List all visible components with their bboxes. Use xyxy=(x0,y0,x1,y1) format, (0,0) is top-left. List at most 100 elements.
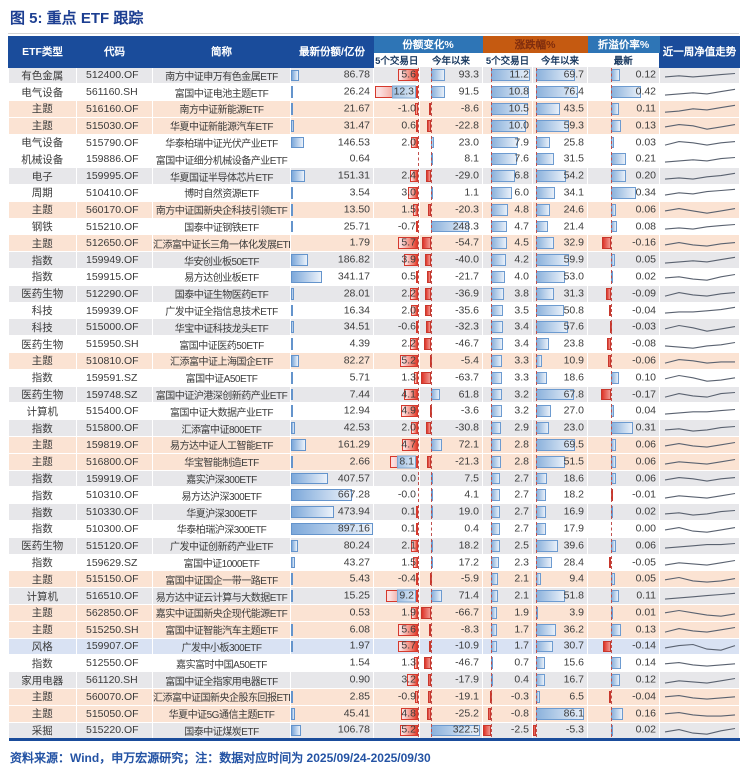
etf-name-cell: 华泰柏瑞中证光伏产业ETF xyxy=(152,134,291,152)
cell-value: 0.7 xyxy=(514,656,529,669)
source-note: 资料来源：Wind，申万宏源研究；注：数据对应时间为 2025/09/24-20… xyxy=(10,751,431,766)
cell-value: 4.5 xyxy=(514,236,529,249)
cell-value: 39.6 xyxy=(563,539,584,552)
price-change-ytd-cell: 16.7 xyxy=(532,671,588,689)
cell-value: 45.41 xyxy=(343,707,370,720)
share-change-ytd-cell: -40.0 xyxy=(419,251,483,270)
share-change-5d-cell: 1.3 xyxy=(373,369,420,387)
latest-shares-cell: 28.01 xyxy=(290,285,374,303)
premium-cell: 0.02 xyxy=(587,722,660,741)
etf-name-cell: 易方达创业板ETF xyxy=(152,268,291,286)
trend-sparkline-cell xyxy=(659,537,740,555)
table-header: ETF类型 代码 简称 最新份额/亿份 份额变化% 涨跌幅% 折溢价率% 近一周… xyxy=(8,36,740,68)
etf-type-cell: 家用电器 xyxy=(8,671,77,689)
etf-table-row: 指数 159949.OF 华安创业板50ETF 186.82 3.9 -40.0 4.2 59… xyxy=(8,251,740,270)
cell-value: 1.1 xyxy=(464,186,479,199)
share-change-ytd-cell: 7.5 xyxy=(419,470,483,488)
cell-value: 2.7 xyxy=(514,505,529,518)
cell-value: 57.6 xyxy=(563,320,584,333)
price-change-ytd-cell: 21.4 xyxy=(532,218,588,236)
premium-cell: -0.04 xyxy=(587,302,660,320)
premium-cell: 0.06 xyxy=(587,470,660,488)
etf-code-cell: 516800.OF xyxy=(76,453,153,471)
etf-type-cell: 主题 xyxy=(8,352,77,370)
etf-type-cell: 指数 xyxy=(8,470,77,488)
etf-type-cell: 医药生物 xyxy=(8,335,77,354)
etf-code-cell: 510300.OF xyxy=(76,520,153,538)
etf-code-cell: 515120.OF xyxy=(76,537,153,555)
price-change-ytd-cell: 30.7 xyxy=(532,638,588,656)
share-change-ytd-cell: 248.3 xyxy=(419,218,483,236)
cell-value: 0.10 xyxy=(635,371,656,384)
cell-value: 9.4 xyxy=(569,572,584,585)
share-change-ytd-cell: -25.2 xyxy=(419,705,483,723)
net-value-sparkline xyxy=(664,727,735,735)
premium-cell: -0.06 xyxy=(587,352,660,370)
net-value-sparkline xyxy=(664,172,735,180)
etf-type-cell: 医药生物 xyxy=(8,285,77,303)
etf-table-row: 电气设备 561160.SH 富国中证电池主题ETF 26.24 12.3 91.5 10.… xyxy=(8,83,740,102)
cell-value: 2.3 xyxy=(514,556,529,568)
net-value-sparkline xyxy=(664,241,735,247)
latest-shares-cell: 6.08 xyxy=(290,621,374,639)
etf-table-row: 有色金属 512400.OF 南方中证申万有色金属ETF 86.78 5.6 93.3 11… xyxy=(8,67,740,85)
etf-name-cell: 博时自然资源ETF xyxy=(152,184,291,202)
cell-value: 10.0 xyxy=(508,119,529,132)
premium-cell: 0.11 xyxy=(587,100,660,118)
price-change-5d-cell: -0.8 xyxy=(482,705,533,723)
etf-name-cell: 富国中证电池主题ETF xyxy=(152,83,291,102)
cell-value: 0.90 xyxy=(349,673,370,686)
cell-value: 91.5 xyxy=(458,85,479,98)
etf-name-cell: 富国中证沪港深创新药产业ETF xyxy=(152,386,291,404)
cell-value: 2.4 xyxy=(401,169,416,182)
cell-value: 86.78 xyxy=(343,68,370,81)
net-value-sparkline xyxy=(664,341,735,349)
price-change-ytd-cell: 23.0 xyxy=(532,419,588,438)
etf-type-cell: 有色金属 xyxy=(8,67,77,85)
premium-cell: 0.06 xyxy=(587,453,660,471)
premium-cell: -0.14 xyxy=(587,638,660,656)
net-value-sparkline xyxy=(664,661,735,667)
share-change-ytd-cell: -32.3 xyxy=(419,318,483,337)
cell-value: -0.16 xyxy=(632,236,656,249)
cell-value: 4.1 xyxy=(464,488,479,501)
share-change-5d-cell: 12.3 xyxy=(373,83,420,102)
cell-value: 5.7 xyxy=(401,639,416,652)
cell-value: 4.7 xyxy=(401,438,416,451)
etf-code-cell: 515950.SH xyxy=(76,335,153,354)
cell-value: 5.6 xyxy=(401,68,416,81)
price-change-5d-cell: -2.5 xyxy=(482,722,533,741)
share-change-5d-cell: 3.9 xyxy=(373,251,420,270)
price-change-ytd-cell: 18.2 xyxy=(532,486,588,505)
latest-shares-cell: 897.16 xyxy=(290,520,374,538)
price-change-ytd-cell: 43.5 xyxy=(532,100,588,118)
share-change-5d-cell: 5.7 xyxy=(373,638,420,656)
etf-table-row: 主题 512650.OF 汇添富中证长三角一体化发展ETF 1.79 5.7 -54.7 4… xyxy=(8,234,740,253)
share-change-5d-cell: 5.7 xyxy=(373,234,420,253)
price-change-ytd-cell: 59.3 xyxy=(532,117,588,135)
share-change-ytd-cell: -17.9 xyxy=(419,671,483,689)
etf-name-cell: 富国中证大数据产业ETF xyxy=(152,402,291,421)
cell-value: -46.7 xyxy=(455,337,479,350)
cell-value: 18.6 xyxy=(563,371,584,384)
latest-shares-cell: 43.27 xyxy=(290,554,374,572)
group-header-share-change: 份额变化% xyxy=(373,36,483,53)
cell-value: -63.7 xyxy=(455,371,479,384)
cell-value: 6.08 xyxy=(349,623,370,636)
latest-shares-cell: 0.64 xyxy=(290,150,374,169)
etf-type-cell: 主题 xyxy=(8,117,77,135)
cell-value: 3.2 xyxy=(514,388,529,401)
share-change-5d-cell: -0.7 xyxy=(373,218,420,236)
latest-shares-cell: 21.67 xyxy=(290,100,374,118)
cell-value: 0.4 xyxy=(514,673,529,686)
cell-value: 1.79 xyxy=(349,236,370,249)
cell-value: 0.04 xyxy=(635,404,656,417)
price-change-5d-cell: 10.5 xyxy=(482,100,533,118)
latest-shares-cell: 80.24 xyxy=(290,537,374,555)
share-change-ytd-cell: 72.1 xyxy=(419,436,483,454)
price-change-5d-cell: 3.4 xyxy=(482,318,533,337)
cell-value: 72.1 xyxy=(458,438,479,451)
etf-code-cell: 510410.OF xyxy=(76,184,153,202)
net-value-sparkline xyxy=(664,375,735,382)
etf-table-row: 医药生物 515120.OF 广发中证创新药产业ETF 80.24 2.1 18.2 2.5… xyxy=(8,537,740,555)
